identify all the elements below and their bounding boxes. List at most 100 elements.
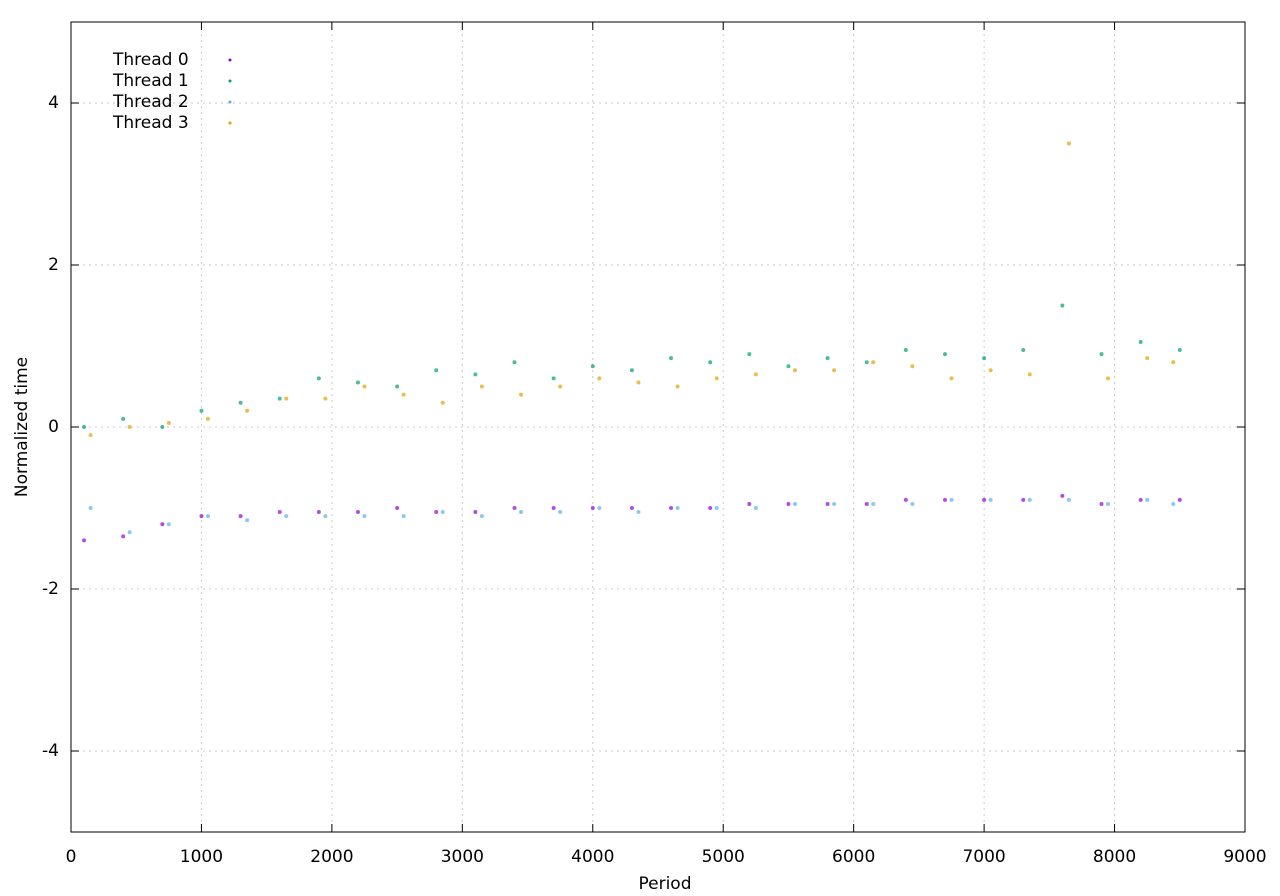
point [1060,493,1065,498]
point [669,506,674,510]
legend-label: Thread 1 [112,71,189,91]
point [479,384,484,389]
point [355,510,360,515]
point [988,497,993,502]
point [362,514,367,519]
point [166,420,171,425]
point [590,364,595,369]
point [1145,497,1150,502]
point [1177,348,1182,353]
point [473,372,478,377]
point [747,352,752,357]
point [355,380,360,385]
point [942,497,947,502]
point [434,510,439,515]
point [121,534,126,539]
point [949,497,954,502]
point [401,514,406,519]
point [238,400,243,405]
point [316,510,321,515]
point [551,506,556,510]
point [401,392,406,397]
point [747,501,752,506]
point [558,384,563,389]
point [127,425,132,429]
point [675,506,680,510]
point [1145,356,1150,361]
x-tick-label: 4000 [571,847,614,867]
point [832,368,837,373]
point [786,501,791,506]
legend-marker [228,79,232,83]
point [284,514,289,519]
point [792,501,797,506]
legend-label: Thread 3 [112,113,189,133]
point [199,514,204,519]
point [277,396,282,401]
point [323,396,328,401]
point [949,376,954,381]
point [205,514,210,519]
point [714,376,719,381]
point [166,522,171,527]
point [1106,376,1111,381]
point [88,506,93,510]
point [238,514,243,519]
point [82,538,87,543]
point [786,364,791,369]
legend-label: Thread 0 [112,50,189,70]
x-tick-label: 8000 [1093,847,1136,867]
point [903,497,908,502]
point [323,514,328,519]
point [395,384,400,389]
point [473,510,478,515]
point [597,506,602,510]
point [675,384,680,389]
x-tick-label: 9000 [1223,847,1266,867]
x-tick-label: 2000 [310,847,353,867]
point [551,376,556,381]
y-tick-label: 4 [48,93,59,113]
point [362,384,367,389]
point [479,514,484,519]
y-axis-label: Normalized time [12,357,32,497]
point [1060,303,1065,308]
point [910,501,915,506]
x-axis-label: Period [638,874,691,894]
point [1138,497,1143,502]
x-tick-label: 5000 [702,847,745,867]
point [1021,348,1026,353]
point [910,364,915,369]
point [1066,497,1071,502]
point [199,408,204,413]
point [1027,372,1032,377]
legend-marker [228,100,232,104]
point [753,372,758,377]
point [1099,352,1104,357]
point [903,348,908,353]
point [792,368,797,373]
point [512,506,517,510]
x-tick-label: 6000 [832,847,875,867]
point [121,416,126,421]
point [440,400,445,405]
point [982,356,987,361]
point [519,392,524,397]
point [864,501,869,506]
point [127,530,132,535]
point [284,396,289,401]
y-tick-label: 2 [48,255,59,275]
point [871,501,876,506]
point [1171,360,1176,365]
point [440,510,445,515]
point [434,368,439,373]
x-tick-label: 1000 [180,847,223,867]
legend-marker [228,121,232,125]
point [88,433,93,438]
point [1066,141,1071,146]
x-tick-label: 7000 [962,847,1005,867]
point [1177,497,1182,502]
point [982,497,987,502]
point [825,356,830,361]
point [245,518,250,523]
